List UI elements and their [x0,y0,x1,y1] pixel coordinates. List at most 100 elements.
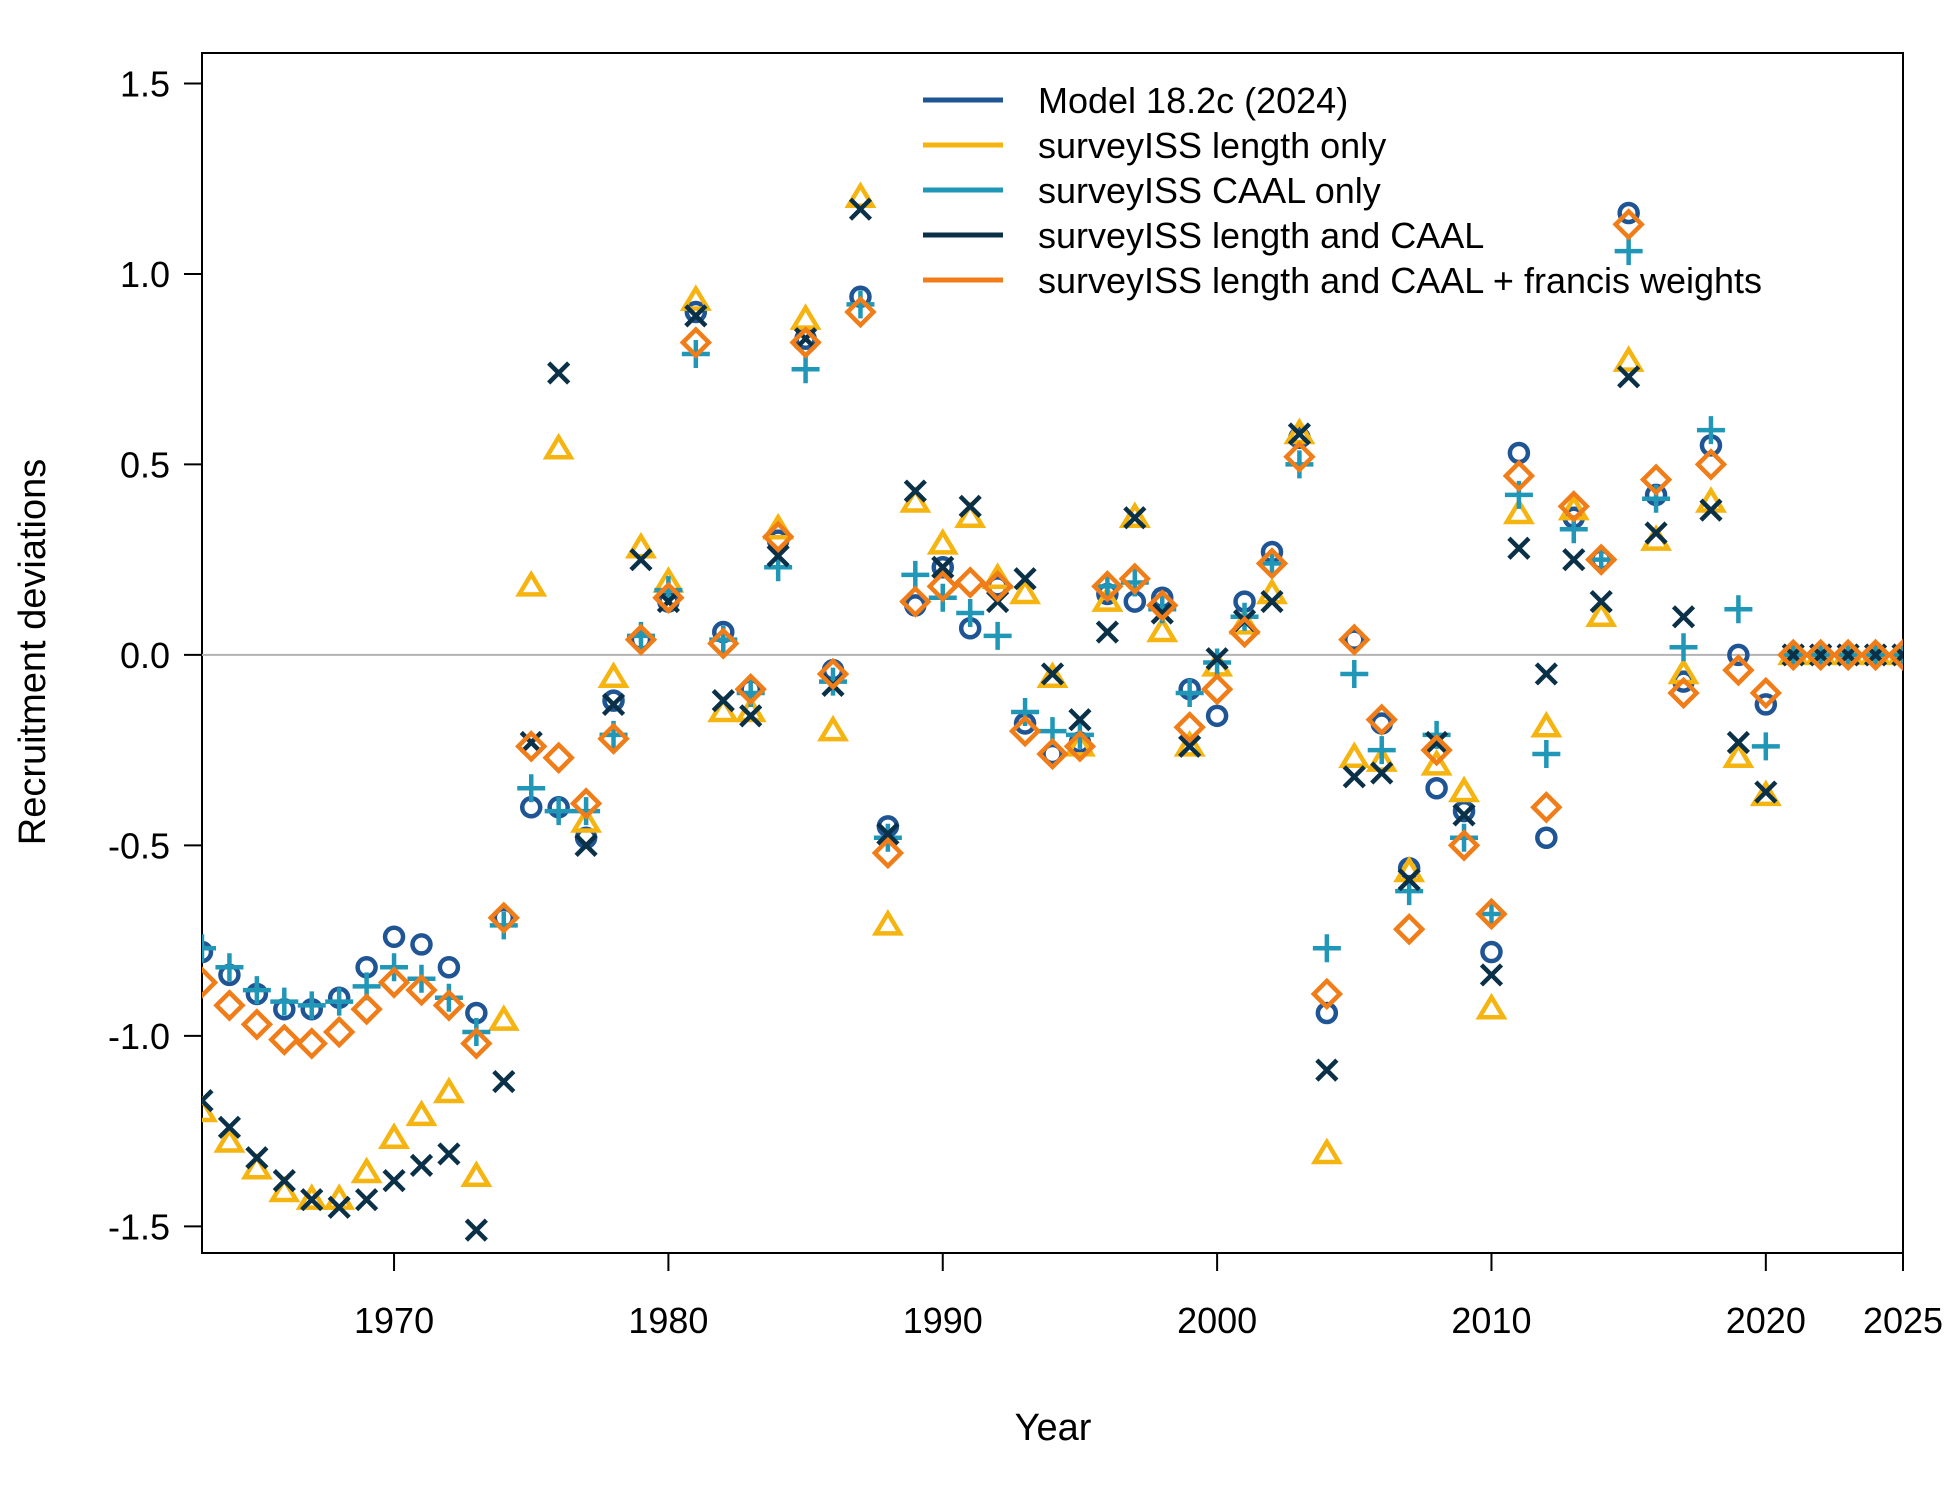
data-point-diamond [899,585,932,618]
data-point-triangle [213,1126,246,1153]
data-point-plus [1477,899,1506,928]
data-point-plus [434,983,463,1012]
data-point-cross [1644,521,1668,545]
data-point-triangle [1063,729,1096,757]
data-point-cross [1370,761,1394,785]
data-point-triangle [899,486,932,513]
data-point-plus [1724,595,1753,624]
data-point-plus [544,797,573,826]
data-point-diamond [789,326,822,359]
data-point-triangle [202,1095,218,1123]
data-point-triangle [295,1183,328,1210]
data-point-diamond [1063,730,1097,763]
data-point-triangle [1530,710,1563,738]
data-point-diamond [1420,733,1453,767]
data-point-cross [355,1188,379,1212]
data-point-cross [1671,605,1696,629]
data-point-triangle [1091,585,1124,612]
data-point-diamond [1530,791,1563,824]
data-point-diamond [1365,703,1398,736]
data-point-cross [409,1153,434,1177]
data-point-plus [1696,416,1725,445]
x-tick-label: 2010 [1451,1300,1531,1341]
data-point-diamond [1585,543,1618,576]
data-point-diamond [679,326,713,359]
data-point-cross [547,361,571,385]
data-point-diamond [1667,676,1700,710]
data-point-plus [1093,572,1122,601]
data-point-diamond [1392,913,1426,946]
data-point-plus [846,290,875,319]
data-point-cross [876,822,900,846]
x-tick-label: 2020 [1726,1300,1806,1341]
data-point-diamond [213,989,246,1022]
data-point-plus [901,560,930,589]
data-point-plus [791,355,820,384]
data-point-plus [956,599,985,627]
data-point-triangle [487,1004,520,1031]
data-point-cross [903,479,927,503]
data-point-circle [602,689,625,712]
data-point-diamond [1036,737,1069,771]
data-point-diamond [1831,638,1865,672]
data-point-triangle [871,909,904,936]
data-point-triangle [1036,661,1069,689]
data-point-triangle [1585,600,1618,628]
data-point-plus [1011,698,1040,727]
data-point-triangle [817,714,849,742]
data-point-plus [325,987,354,1016]
data-point-diamond [1859,638,1892,672]
y-tick-label: 1.5 [120,63,170,104]
data-point-diamond [926,570,959,603]
data-point-circle [1343,628,1366,651]
series-3 [202,237,1903,1047]
data-point-plus [215,953,244,982]
data-point-cross [1507,536,1531,560]
data-point-cross [217,1115,242,1139]
data-point-diamond [1228,615,1261,649]
data-point-triangle [789,303,822,330]
data-point-triangle [926,528,959,555]
data-point-circle [1507,441,1531,465]
legend-label: surveyISS CAAL only [1038,170,1381,211]
data-point-diamond [1447,829,1481,862]
data-point-plus [1532,739,1561,768]
data-point-cross [272,1169,296,1193]
data-point-diamond [707,627,740,660]
series-5 [202,208,1903,1060]
data-point-plus [1669,633,1698,662]
data-point-plus [517,774,546,803]
data-point-cross [1040,662,1065,686]
data-point-plus [983,621,1012,650]
data-point-plus [1285,450,1314,479]
series-layer [202,181,1903,1242]
data-point-diamond [1557,490,1590,523]
data-point-triangle [1448,775,1481,803]
series-2 [202,181,1903,1210]
data-point-plus [1587,545,1616,574]
x-axis-label: Year [1015,1407,1092,1449]
data-point-triangle [460,1160,493,1188]
data-point-triangle [350,1156,383,1184]
x-tick-label: 2025 [1863,1300,1943,1341]
data-point-diamond [761,520,795,553]
data-point-circle [1480,940,1503,964]
data-point-diamond [1886,638,1903,672]
data-point-plus [489,911,518,940]
data-point-diamond [954,566,987,599]
data-point-diamond [1255,547,1289,580]
data-point-diamond [1146,589,1179,622]
data-point-triangle [1502,497,1535,525]
data-point-cross [1013,567,1037,591]
data-point-diamond [1694,448,1728,481]
data-point-cross [202,1089,214,1113]
data-point-triangle [707,695,740,723]
data-point-diamond [1283,440,1316,473]
data-point-circle [1535,826,1558,850]
data-point-diamond [240,1008,274,1041]
data-point-diamond [350,993,383,1026]
data-point-cross [656,589,680,614]
data-point-circle [1205,704,1229,728]
